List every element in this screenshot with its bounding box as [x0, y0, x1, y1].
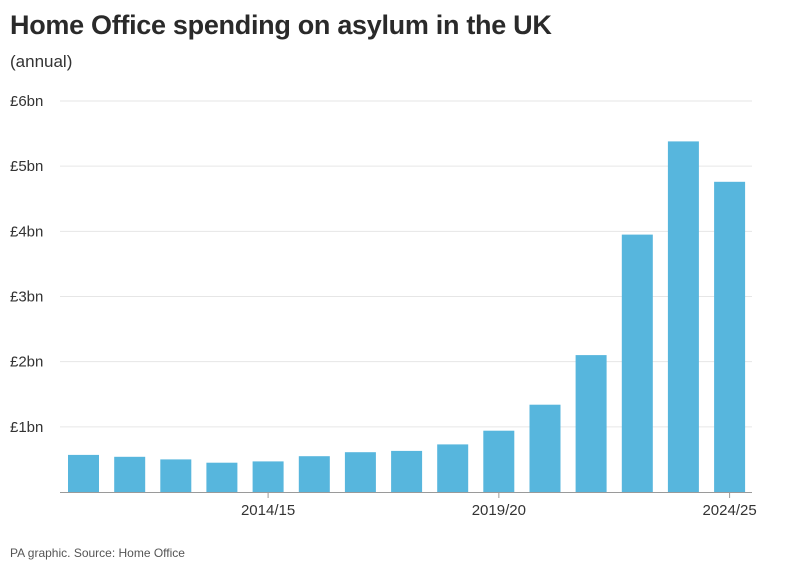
y-tick-label: £5bn: [10, 158, 43, 175]
bar-2012-13: [160, 459, 192, 492]
bar-2013-14: [206, 462, 238, 492]
y-tick-label: £3bn: [10, 289, 43, 306]
chart-title: Home Office spending on asylum in the UK: [10, 10, 552, 40]
bar-2019-20: [483, 430, 515, 492]
bar-2011-12: [114, 456, 146, 492]
y-tick-label: £4bn: [10, 223, 43, 240]
y-axis-labels: £1bn £2bn £3bn £4bn £5bn £6bn: [10, 93, 43, 436]
source-note: PA graphic. Source: Home Office: [10, 546, 185, 560]
x-axis-labels: 2014/15 2019/20 2024/25: [241, 492, 757, 519]
bar-2018-19: [437, 444, 469, 492]
bar-2024-25: [714, 181, 746, 493]
chart-subtitle: (annual): [10, 52, 73, 71]
bar-2010-11: [68, 454, 99, 492]
x-tick-label: 2014/15: [241, 502, 295, 519]
bar-2023-24: [667, 141, 699, 492]
bar-2014-15: [252, 461, 284, 492]
bar-2022-23: [621, 234, 653, 492]
y-tick-label: £2bn: [10, 354, 43, 371]
bar-2015-16: [298, 456, 330, 492]
bar-2017-18: [391, 450, 423, 492]
bar-2016-17: [344, 452, 376, 492]
x-tick-label: 2024/25: [702, 502, 756, 519]
bar-2020-21: [529, 404, 561, 492]
x-tick-label: 2019/20: [472, 502, 526, 519]
y-tick-label: £6bn: [10, 93, 43, 110]
bars: [68, 141, 746, 493]
bar-2021-22: [575, 355, 607, 492]
y-tick-label: £1bn: [10, 419, 43, 436]
